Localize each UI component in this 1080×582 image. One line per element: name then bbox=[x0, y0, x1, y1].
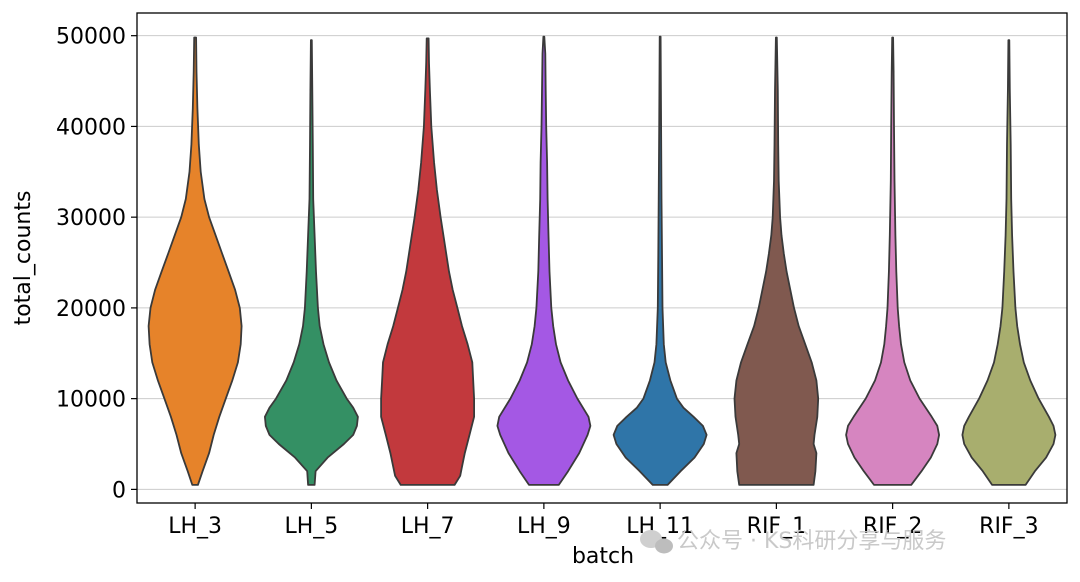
violin-lh-5 bbox=[264, 39, 359, 486]
violin-lh-3 bbox=[147, 36, 243, 486]
y-tick-label: 40000 bbox=[56, 115, 126, 140]
watermark: 公众号 · KS科研分享与服务 bbox=[640, 529, 946, 554]
violin-rif-3 bbox=[961, 39, 1057, 486]
x-tick-label: RIF_3 bbox=[979, 514, 1038, 539]
violin-lh-7 bbox=[380, 37, 475, 486]
violin-rif-1 bbox=[733, 36, 820, 486]
violin-lh-11 bbox=[612, 35, 708, 486]
violin-rif-2 bbox=[845, 36, 940, 486]
y-tick-label: 30000 bbox=[56, 206, 126, 231]
y-axis: 0 10000 20000 30000 40000 50000 bbox=[56, 25, 137, 503]
y-tick-label: 50000 bbox=[56, 25, 126, 50]
x-tick-label: RIF_1 bbox=[747, 514, 806, 539]
x-tick-label: LH_3 bbox=[168, 514, 222, 539]
x-tick-label: LH_9 bbox=[517, 514, 571, 539]
watermark-text: 公众号 · KS科研分享与服务 bbox=[677, 529, 946, 554]
violins bbox=[147, 35, 1057, 486]
plot-frame bbox=[136, 12, 1068, 504]
y-tick-label: 10000 bbox=[56, 388, 126, 413]
y-tick-label: 20000 bbox=[56, 297, 126, 322]
x-axis: LH_3 LH_5 LH_7 LH_9 LH_11 RIF_1 RIF_2 RIF_3 bbox=[168, 503, 1039, 539]
y-axis-title: total_counts bbox=[11, 191, 36, 326]
x-tick-label: LH_7 bbox=[401, 514, 455, 539]
x-tick-label: LH_5 bbox=[284, 514, 338, 539]
violin-lh-9 bbox=[496, 35, 592, 486]
x-axis-title: batch bbox=[572, 544, 634, 569]
wechat-icon bbox=[640, 530, 673, 554]
y-tick-label: 0 bbox=[112, 478, 126, 503]
x-tick-label: RIF_2 bbox=[863, 514, 922, 539]
